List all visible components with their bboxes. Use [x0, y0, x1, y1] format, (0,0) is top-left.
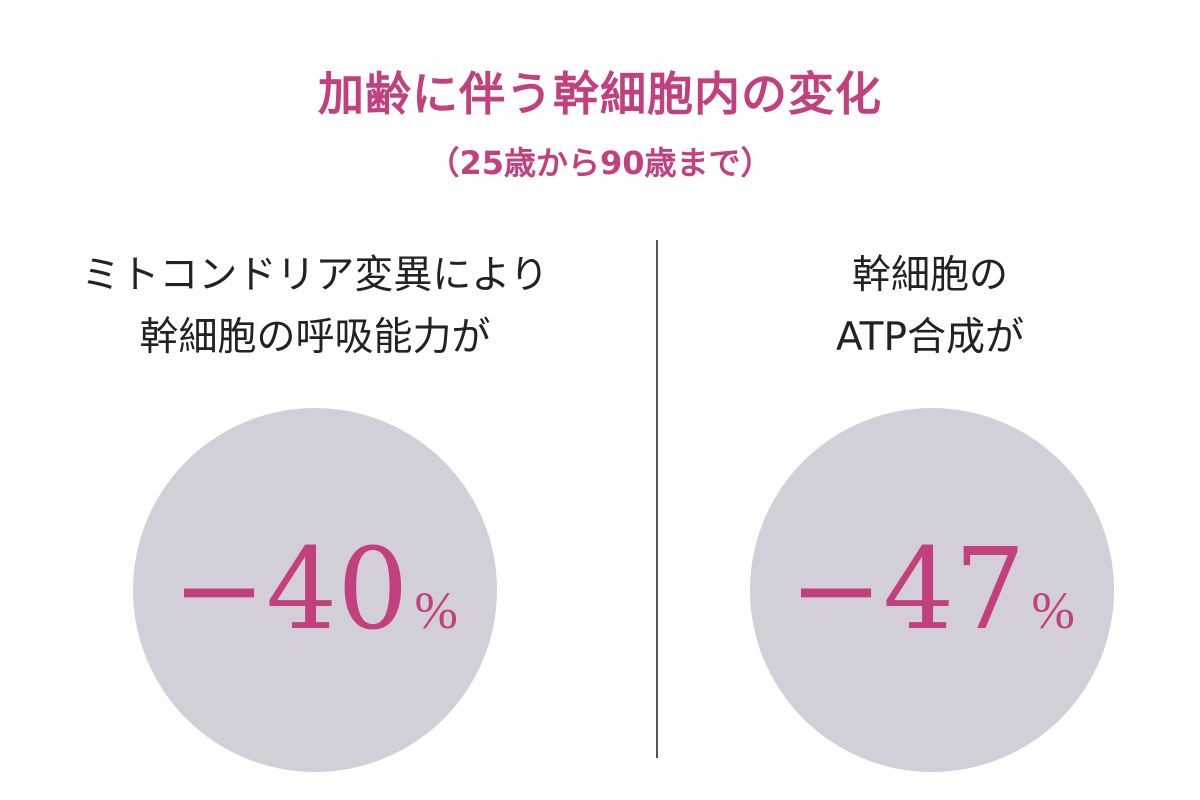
left-value: −40 — [172, 525, 409, 655]
right-label-line1: 幹細胞の — [851, 253, 1008, 298]
right-label: 幹細胞の ATP合成が — [700, 245, 1160, 369]
right-stat-circle: −47% — [750, 408, 1114, 772]
right-label-line2: ATP合成が — [836, 315, 1024, 360]
right-stat-value: −47% — [789, 525, 1075, 655]
left-unit: % — [414, 583, 458, 640]
divider — [656, 240, 658, 758]
left-label-line1: ミトコンドリア変異により — [81, 253, 549, 298]
right-value: −47 — [789, 525, 1026, 655]
left-stat-circle: −40% — [133, 408, 497, 772]
page-title: 加齢に伴う幹細胞内の変化 — [318, 67, 882, 121]
left-label-line2: 幹細胞の呼吸能力が — [139, 315, 491, 360]
right-unit: % — [1031, 583, 1075, 640]
left-label: ミトコンドリア変異により 幹細胞の呼吸能力が — [30, 245, 600, 369]
left-stat-value: −40% — [172, 525, 458, 655]
page-subtitle: （25歳から90歳まで） — [427, 144, 773, 182]
